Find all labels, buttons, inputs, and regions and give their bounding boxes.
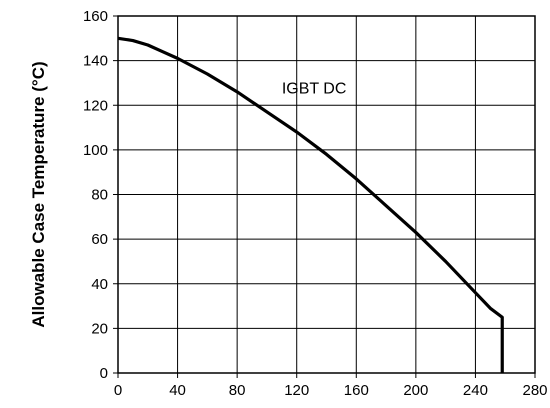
x-tick-label: 0 (114, 382, 122, 399)
x-tick-label: 280 (522, 382, 547, 399)
y-tick-label: 60 (91, 231, 108, 248)
x-tick-label: 200 (403, 382, 428, 399)
y-tick-label: 0 (100, 365, 108, 382)
y-tick-label: 120 (83, 97, 108, 114)
y-tick-label: 40 (91, 276, 108, 293)
x-tick-label: 160 (344, 382, 369, 399)
x-tick-label: 40 (169, 382, 186, 399)
y-tick-label: 80 (91, 187, 108, 204)
y-tick-label: 140 (83, 53, 108, 70)
y-tick-label: 100 (83, 142, 108, 159)
x-tick-label: 120 (284, 382, 309, 399)
labels: 0 40 80 120 160 200 240 280 0 20 40 60 80 100 120 140 16… (29, 8, 548, 399)
x-tick-label: 240 (463, 382, 488, 399)
y-tick-label: 20 (91, 320, 108, 337)
x-tick-label: 80 (229, 382, 246, 399)
annotation-label: IGBT DC (282, 80, 347, 97)
axes (113, 15, 536, 378)
series-line-0 (117, 36, 504, 373)
y-axis-title: Allowable Case Temperature (°C) (29, 61, 48, 327)
grid (118, 16, 535, 373)
series-layer (117, 36, 504, 373)
y-tick-label: 160 (83, 8, 108, 25)
